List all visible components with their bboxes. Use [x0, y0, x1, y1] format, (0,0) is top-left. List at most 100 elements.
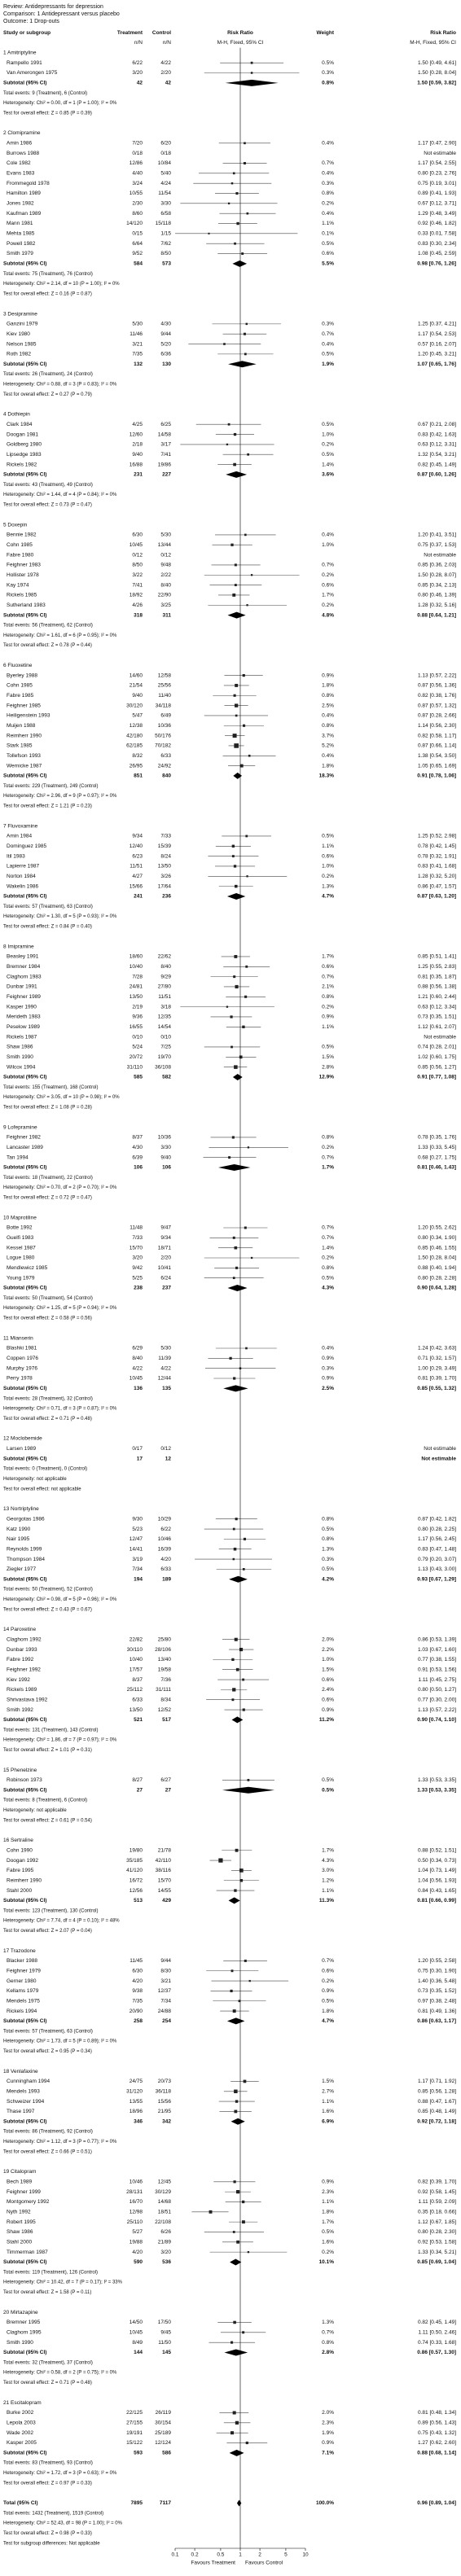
treatment-count: 9/30: [132, 1516, 143, 1522]
study-name: Merideth 1983: [7, 1014, 41, 1020]
risk-ratio-label: 1.40 [0.36, 5.48]: [418, 1978, 456, 1984]
weight-label: 0.5%: [322, 834, 334, 839]
total-het: Heterogeneity: Chi² = 52.43, df = 98 (P …: [3, 2521, 123, 2526]
study-name: Kay 1974: [7, 582, 29, 588]
weight-label: 0.5%: [322, 352, 334, 357]
treatment-count: 2/19: [132, 1004, 143, 1010]
study-square: [231, 855, 235, 858]
summary-diamond: [232, 260, 248, 267]
risk-ratio-label: 0.78 [0.32, 1.91]: [418, 853, 456, 859]
study-name: Peselow 1989: [7, 1024, 40, 1030]
subgroup-title: 14 Paroxetine: [3, 1627, 36, 1632]
weight-label: 4.2%: [322, 1576, 334, 1582]
weight-label: 2.3%: [322, 2189, 334, 2195]
treatment-count: 144: [134, 2350, 143, 2355]
weight-label: 11.3%: [319, 1898, 334, 1904]
treatment-count: 24/75: [130, 2079, 143, 2084]
summary-diamond: [231, 1716, 244, 1724]
weight-label: 0.3%: [322, 70, 334, 76]
risk-ratio-label: 0.86 [0.47, 1.57]: [418, 883, 456, 889]
control-count: 254: [162, 2018, 171, 2024]
risk-ratio-label: 0.87 [0.28, 2.66]: [418, 713, 456, 719]
study-square: [247, 1779, 250, 1781]
study-square: [232, 2009, 236, 2013]
study-square: [236, 221, 239, 226]
treatment-count: 3/21: [132, 341, 143, 347]
weight-label: 1.1%: [322, 221, 334, 226]
study-name: Sutherland 1983: [7, 602, 46, 608]
study-name: Thompson 1984: [7, 1557, 45, 1562]
summary-diamond: [226, 892, 246, 900]
study-square: [245, 1347, 248, 1350]
risk-ratio-label: 1.25 [0.55, 2.83]: [418, 964, 456, 970]
subgroup-events: Total events: 229 (Treatment), 249 (Cont…: [3, 784, 99, 789]
subgroup-title: 7 Fluvoxamine: [3, 823, 38, 829]
study-square: [232, 734, 237, 738]
risk-ratio-label: 0.85 [0.56, 1.27]: [418, 1064, 456, 1070]
control-count: 15/56: [158, 2099, 172, 2105]
subgroup-events: Total events: 119 (Treatment), 126 (Cont…: [3, 2270, 98, 2275]
weight-label: 1.1%: [322, 2199, 334, 2205]
study-square: [233, 1547, 237, 1551]
study-name: Feighner 1983: [7, 563, 41, 568]
subgroup-het: Heterogeneity: Chi² = 1.61, df = 6 (P = …: [3, 633, 117, 638]
control-count: 11/51: [158, 994, 171, 1000]
summary-diamond: [227, 611, 246, 619]
risk-ratio-label: 0.85 [0.55, 1.32]: [417, 1386, 456, 1391]
weight-label: 0.7%: [322, 160, 334, 166]
risk-ratio-label: 0.87 [0.42, 1.82]: [418, 1516, 456, 1522]
weight-label: 2.4%: [322, 1687, 334, 1693]
subgroup-test: Test for overall effect: Z = 1.01 (P = 0…: [3, 1748, 92, 1753]
subtotal-label: Total (95% CI): [3, 2500, 38, 2506]
risk-ratio-label: 0.87 [0.63, 1.20]: [417, 894, 456, 900]
weight-label: 0.4%: [322, 532, 334, 538]
weight-label: 0.5%: [322, 1787, 334, 1793]
weight-label: 0.5%: [322, 1045, 334, 1050]
treatment-count: 18/96: [130, 2109, 143, 2114]
subgroup-het: Heterogeneity: Chi² = 2.14, df = 10 (P =…: [3, 282, 120, 287]
treatment-count: 6/22: [132, 60, 143, 66]
study-name: Fabre 1985: [7, 693, 34, 699]
control-count: 27/80: [158, 984, 172, 990]
study-square: [235, 2100, 239, 2103]
control-count: 13/44: [158, 542, 172, 548]
study-name: Bech 1989: [7, 2180, 32, 2185]
risk-ratio-label: 1.33 [0.33, 5.45]: [418, 1145, 456, 1150]
control-count: 7/33: [160, 834, 171, 839]
treatment-count: 136: [134, 1386, 143, 1391]
weight-label: 10.1%: [319, 2259, 335, 2265]
risk-ratio-label: 0.83 [0.30, 2.34]: [418, 241, 456, 247]
control-count: 8/30: [160, 1968, 171, 1974]
study-square: [234, 242, 236, 245]
weight-label: 0.2%: [322, 1145, 334, 1150]
control-count: 311: [163, 612, 172, 618]
x-tick-label: 0.5: [217, 2552, 224, 2558]
treatment-count: 13/50: [130, 994, 143, 1000]
treatment-count: 12/98: [130, 2210, 143, 2215]
control-count: 3/21: [160, 1978, 171, 1984]
study-name: Kessel 1987: [7, 1245, 36, 1251]
risk-ratio-label: 1.25 [0.52, 2.98]: [418, 834, 456, 839]
study-name: Gerner 1980: [7, 1978, 37, 1984]
treatment-count: 12/38: [130, 723, 143, 729]
control-count: 31/111: [156, 1687, 171, 1693]
treatment-count: 31/110: [127, 1064, 143, 1070]
weight-label: 18.3%: [319, 773, 335, 779]
study-name: Lapierre 1987: [7, 864, 39, 870]
study-name: Van Amerongen 1975: [7, 70, 58, 76]
control-count: 22/90: [158, 593, 172, 598]
weight-label: 0.2%: [322, 201, 334, 207]
control-count: 14/68: [158, 2199, 172, 2205]
control-count: 30/129: [155, 2189, 171, 2195]
control-count: 3/20: [160, 2250, 171, 2255]
treatment-count: 9/38: [132, 1988, 143, 1994]
outcome: Outcome: 1 Drop-outs: [3, 19, 59, 24]
study-square: [235, 2190, 240, 2194]
x-tick-label: 0.2: [191, 2552, 199, 2558]
risk-ratio-label: 0.80 [0.28, 2.25]: [418, 1527, 456, 1532]
weight-label: 0.4%: [322, 1346, 334, 1352]
control-count: 6/27: [160, 1777, 171, 1783]
control-count: 3/30: [160, 1145, 171, 1150]
column-subheader: n/N: [134, 40, 143, 46]
study-square: [226, 1005, 229, 1008]
